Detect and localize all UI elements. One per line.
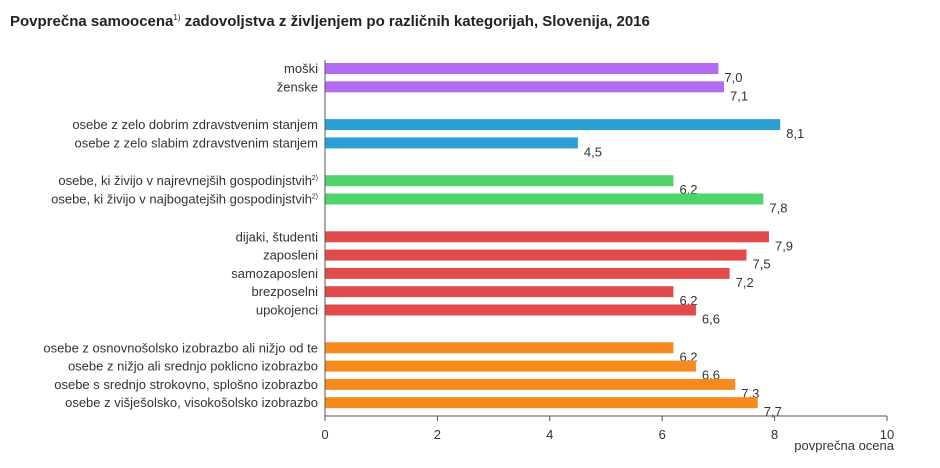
bar (325, 360, 696, 372)
x-axis-title: povprečna ocena (794, 438, 895, 453)
category-label: samozaposleni (231, 266, 318, 281)
value-label: 6,2 (679, 182, 697, 197)
bar (325, 193, 764, 205)
category-label: brezposelni (252, 284, 319, 299)
bar (325, 137, 578, 149)
category-footnote: 2) (312, 175, 318, 182)
x-tick-label: 0 (321, 427, 328, 442)
category-label: osebe z osnovnošolsko izobrazbo ali nižj… (43, 340, 318, 355)
chart-title: Povprečna samoocena1) zadovoljstva z živ… (10, 13, 650, 30)
bar (325, 231, 769, 243)
value-label: 7,5 (753, 257, 771, 272)
x-tick-label: 6 (659, 427, 666, 442)
category-label: ženske (277, 79, 318, 94)
x-tick-label: 8 (771, 427, 778, 442)
value-label: 7,2 (736, 275, 754, 290)
category-label: osebe z višješolsko, visokošolsko izobra… (65, 395, 318, 410)
value-label: 6,2 (679, 349, 697, 364)
category-label: upokojenci (256, 303, 318, 318)
bar (325, 378, 736, 390)
value-label: 7,3 (741, 386, 759, 401)
bar (325, 304, 696, 316)
value-label: 6,6 (702, 312, 720, 327)
x-tick-label: 10 (880, 427, 894, 442)
bar (325, 249, 747, 261)
value-label: 7,7 (764, 404, 782, 419)
category-label: zaposleni (263, 248, 318, 263)
category-footnote: 2) (312, 194, 318, 201)
bar (325, 63, 719, 74)
x-tick-label: 2 (434, 427, 441, 442)
bar (325, 342, 674, 354)
bar (325, 175, 674, 187)
category-label: osebe, ki živijo v najbogatejših gospodi… (51, 192, 312, 207)
category-label: osebe s srednjo strokovno, splošno izobr… (54, 377, 318, 392)
category-label: dijaki, študenti (236, 229, 318, 244)
bar (325, 397, 758, 409)
title-footnote: 1) (173, 13, 181, 22)
bar (325, 267, 730, 279)
category-label: osebe z zelo dobrim zdravstvenim stanjem (72, 117, 318, 132)
title-text: Povprečna samoocena (10, 13, 174, 30)
value-label: 7,1 (730, 88, 748, 103)
bar (325, 81, 725, 93)
value-label: 7,9 (775, 238, 793, 253)
category-label: moški (284, 61, 318, 76)
bar (325, 286, 674, 298)
value-label: 6,2 (679, 293, 697, 308)
value-label: 8,1 (786, 126, 804, 141)
bar (325, 119, 781, 131)
value-label: 7,0 (724, 70, 742, 85)
category-label: osebe z nižjo ali srednjo poklicno izobr… (68, 359, 318, 374)
title-text-rest: zadovoljstva z življenjem po različnih k… (180, 13, 650, 30)
category-label: osebe, ki živijo v najrevnejših gospodin… (58, 173, 312, 188)
value-label: 6,6 (702, 368, 720, 383)
value-label: 4,5 (584, 144, 602, 159)
category-label: osebe z zelo slabim zdravstvenim stanjem (75, 135, 319, 150)
value-label: 7,8 (769, 201, 787, 216)
x-tick-label: 4 (546, 427, 553, 442)
